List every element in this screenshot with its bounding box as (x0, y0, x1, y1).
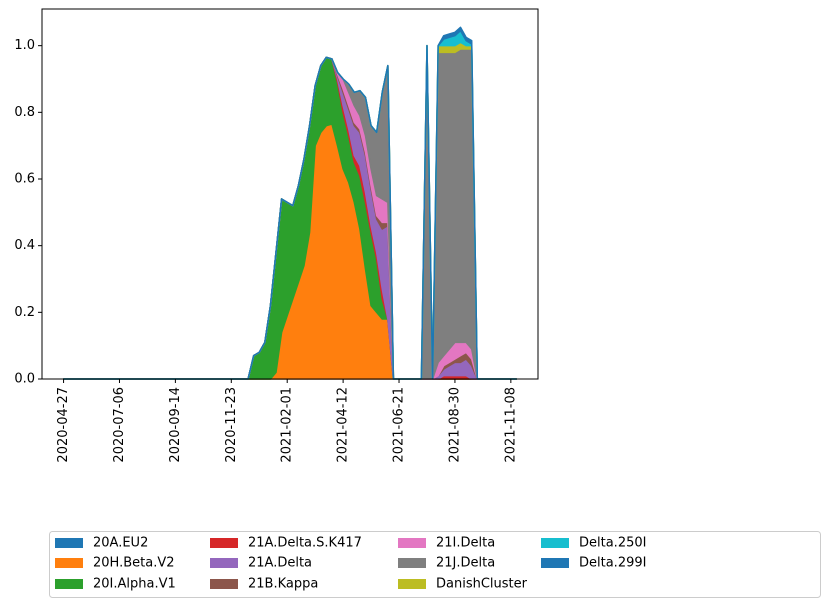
x-tick-label: 2021-11-08 (503, 387, 518, 463)
legend-label: Delta.299I (579, 556, 646, 571)
legend-swatch (398, 538, 426, 548)
x-tick-label: 2021-08-30 (447, 387, 462, 463)
legend-swatch (55, 558, 83, 568)
x-tick-label: 2021-04-12 (336, 387, 351, 463)
legend-box (49, 531, 821, 598)
legend-label: DanishCluster (436, 577, 528, 592)
y-tick-label: 0.6 (14, 172, 35, 187)
legend-swatch (210, 558, 238, 568)
legend: 20A.EU2 20H.Beta.V2 20I.Alpha.V1 21A.Delta.… (55, 536, 646, 592)
plot-area (62, 26, 518, 380)
y-tick-label: 1.0 (14, 38, 35, 53)
legend-swatch (55, 538, 83, 548)
legend-label: 21A.Delta (248, 556, 312, 571)
axes-frame (41, 8, 539, 380)
legend-swatch (398, 558, 426, 568)
legend-label: 21J.Delta (436, 556, 495, 571)
x-tick-label: 2021-02-01 (280, 387, 295, 463)
legend-label: Delta.250I (579, 536, 646, 551)
x-tick-label: 2020-11-23 (224, 387, 239, 463)
y-tick-label: 0.4 (14, 238, 35, 253)
legend-swatch (541, 538, 569, 548)
legend-label: 21B.Kappa (248, 577, 318, 592)
x-tick-label: 2020-07-06 (112, 387, 127, 463)
legend-label: 20H.Beta.V2 (93, 556, 175, 571)
x-tick-label: 2020-09-14 (168, 387, 183, 463)
legend-swatch (541, 558, 569, 568)
y-tick-label: 0.2 (14, 305, 35, 320)
y-tick-label: 0.8 (14, 105, 35, 120)
legend-swatch (210, 579, 238, 589)
legend-label: 20A.EU2 (93, 536, 148, 551)
legend-label: 20I.Alpha.V1 (93, 577, 176, 592)
legend-swatch (210, 538, 238, 548)
legend-label: 21I.Delta (436, 536, 495, 551)
legend-swatch (398, 579, 426, 589)
legend-label: 21A.Delta.S.K417 (248, 536, 362, 551)
legend-swatch (55, 579, 83, 589)
x-tick-label: 2021-06-21 (392, 387, 407, 463)
x-tick-label: 2020-04-27 (56, 387, 71, 463)
y-tick-label: 0.0 (14, 372, 35, 387)
